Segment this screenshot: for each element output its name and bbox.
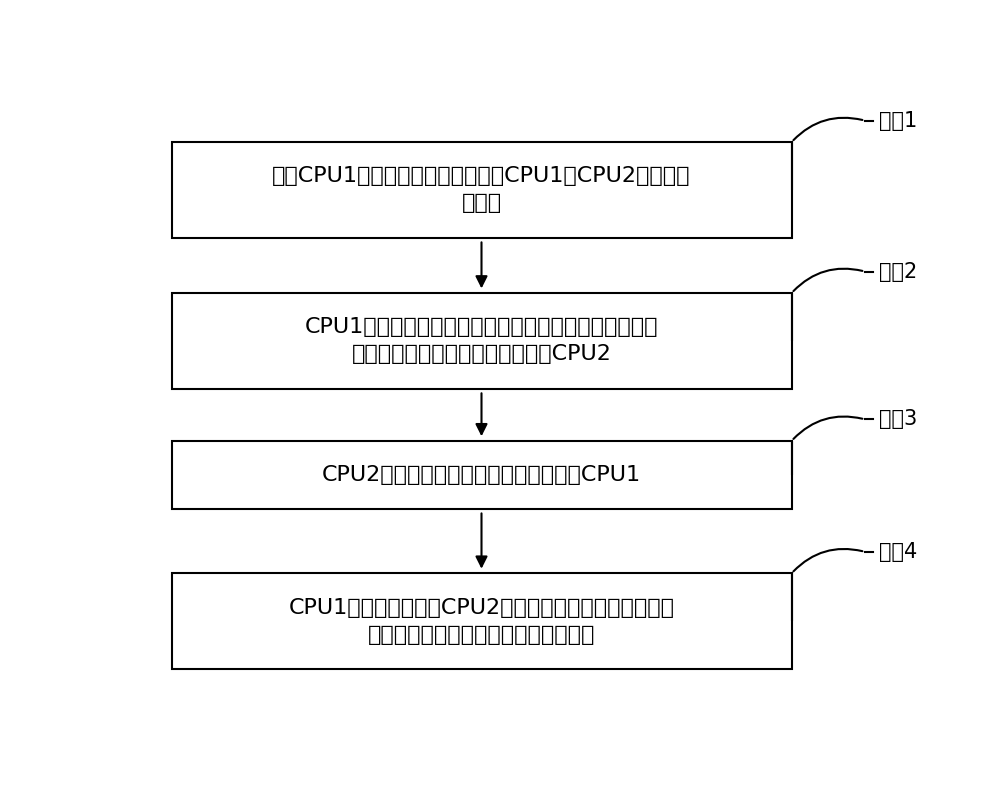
Bar bbox=[172, 293, 792, 389]
Bar bbox=[172, 441, 792, 509]
Text: 步骤2: 步骤2 bbox=[879, 262, 917, 282]
Text: 步骤1: 步骤1 bbox=[879, 110, 917, 130]
FancyArrowPatch shape bbox=[793, 549, 862, 571]
Bar bbox=[172, 142, 792, 238]
Bar bbox=[172, 574, 792, 669]
Text: 根据比较结果对诊断仪上位机进行反馈: 根据比较结果对诊断仪上位机进行反馈 bbox=[368, 625, 595, 645]
Text: 步骤4: 步骤4 bbox=[879, 542, 917, 562]
Text: 信链路: 信链路 bbox=[461, 194, 502, 214]
Text: CPU1收到诊断仪上位机发送的诊断或调试命令后，通过: CPU1收到诊断仪上位机发送的诊断或调试命令后，通过 bbox=[305, 318, 658, 338]
Text: 建立CPU1与诊断仪上位机之间以及CPU1与CPU2之间的通: 建立CPU1与诊断仪上位机之间以及CPU1与CPU2之间的通 bbox=[272, 166, 691, 186]
Text: 通信链路将诊断或调试命令发送给CPU2: 通信链路将诊断或调试命令发送给CPU2 bbox=[352, 345, 611, 365]
Text: CPU1将其响应结果与CPU2反馈的响应结果进行比较后，: CPU1将其响应结果与CPU2反馈的响应结果进行比较后， bbox=[288, 598, 674, 618]
Text: 步骤3: 步骤3 bbox=[879, 410, 917, 430]
FancyArrowPatch shape bbox=[793, 417, 862, 439]
Text: CPU2通过通信链路将其响应结果反馈给CPU1: CPU2通过通信链路将其响应结果反馈给CPU1 bbox=[322, 465, 641, 485]
FancyArrowPatch shape bbox=[793, 118, 862, 140]
FancyArrowPatch shape bbox=[793, 269, 862, 291]
